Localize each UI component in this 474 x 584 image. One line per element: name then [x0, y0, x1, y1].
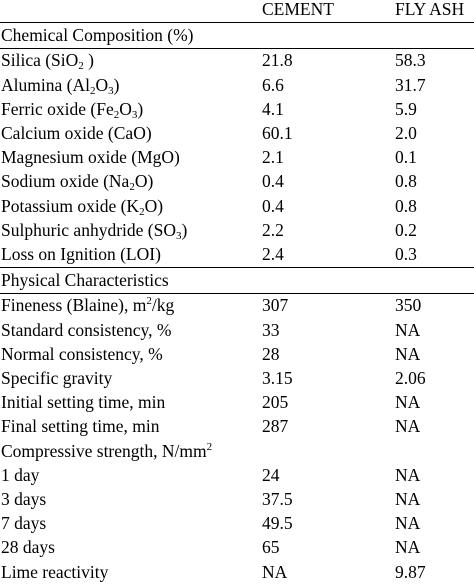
cement-value: 21.8: [262, 50, 293, 71]
row-label: Compressive strength, N/mm2: [1, 440, 213, 461]
flyash-value: 2.06: [395, 368, 426, 388]
flyash-value: NA: [395, 464, 421, 485]
cement-value: 2.2: [262, 219, 284, 240]
flyash-value: 0.8: [395, 171, 417, 192]
table-row: 1 day 24 NA: [0, 463, 474, 487]
table-row: Lime reactivity NA 9.87: [0, 560, 474, 584]
table-row: 7 days 49.5 NA: [0, 511, 474, 535]
flyash-value: NA: [395, 319, 421, 340]
table-row: Normal consistency, % 28 NA: [0, 342, 474, 366]
flyash-value: 0.8: [395, 195, 417, 216]
row-label: 7 days: [1, 513, 47, 534]
cement-value: 6.6: [262, 74, 284, 95]
cement-value: 3.15: [262, 368, 293, 388]
table-row: Standard consistency, % 33 NA: [0, 318, 474, 342]
section-title-row: Physical Characteristics: [0, 268, 474, 292]
flyash-value: 5.9: [395, 98, 417, 119]
row-label: Calcium oxide (CaO): [1, 123, 152, 143]
table-row: Calcium oxide (CaO) 60.1 2.0: [0, 121, 474, 145]
row-label: 1 day: [1, 464, 40, 485]
flyash-value: NA: [395, 537, 421, 558]
table-row: Ferric oxide (Fe2O3) 4.1 5.9: [0, 97, 474, 121]
row-label: Silica (SiO2 ): [1, 50, 94, 73]
table-row: Magnesium oxide (MgO) 2.1 0.1: [0, 145, 474, 169]
flyash-value: NA: [395, 343, 421, 364]
row-label: Initial setting time, min: [1, 392, 166, 413]
flyash-value: 9.87: [395, 561, 426, 582]
table-row: Sulphuric anhydride (SO3) 2.2 0.2: [0, 218, 474, 242]
section-rule: [0, 267, 474, 269]
table-row: Potassium oxide (K2O) 0.4 0.8: [0, 194, 474, 218]
table-row: Alumina (Al2O3) 6.6 31.7: [0, 73, 474, 97]
cement-value: 0.4: [262, 195, 284, 216]
cement-value: 28: [262, 343, 280, 364]
flyash-value: NA: [395, 392, 421, 413]
table-row: Loss on Ignition (LOI) 2.4 0.3: [0, 242, 474, 266]
section-title: Physical Characteristics: [1, 270, 169, 291]
cement-value: 24: [262, 464, 280, 485]
row-label: 28 days: [1, 537, 55, 558]
table-row: 28 days 65 NA: [0, 535, 474, 559]
section-rule: [0, 48, 474, 50]
flyash-value: 31.7: [395, 74, 426, 95]
cement-value: 2.4: [262, 244, 284, 264]
cement-value: NA: [262, 561, 288, 582]
row-label: Specific gravity: [1, 368, 113, 388]
table-row: Fineness (Blaine), m2/kg 307 350: [0, 293, 474, 317]
table-row: Initial setting time, min 205 NA: [0, 390, 474, 414]
cement-value: 37.5: [262, 489, 293, 509]
row-label: Potassium oxide (K2O): [1, 195, 164, 218]
row-label: Magnesium oxide (MgO): [1, 147, 180, 168]
flyash-value: NA: [395, 416, 421, 437]
header-row: CEMENT FLY ASH: [0, 0, 474, 21]
table-row: 3 days 37.5 NA: [0, 487, 474, 511]
cement-value: 287: [262, 416, 289, 437]
row-label: Sodium oxide (Na2O): [1, 171, 154, 194]
table-row: Final setting time, min 287 NA: [0, 414, 474, 438]
row-label: Fineness (Blaine), m2/kg: [1, 295, 175, 316]
flyash-value: 0.1: [395, 147, 417, 168]
row-label: Alumina (Al2O3): [1, 74, 120, 97]
row-label: Ferric oxide (Fe2O3): [1, 98, 144, 121]
flyash-value: 58.3: [395, 50, 426, 71]
flyash-value: 0.2: [395, 219, 417, 240]
row-label: 3 days: [1, 489, 47, 509]
flyash-value: NA: [395, 513, 421, 534]
flyash-value: 0.3: [395, 244, 417, 264]
row-label: Sulphuric anhydride (SO3): [1, 219, 188, 242]
row-label: Final setting time, min: [1, 416, 160, 437]
cement-value: 205: [262, 392, 289, 413]
row-label: Loss on Ignition (LOI): [1, 244, 161, 264]
row-label: Standard consistency, %: [1, 319, 172, 340]
table-row: Silica (SiO2 ) 21.8 58.3: [0, 48, 474, 72]
flyash-value: NA: [395, 489, 421, 509]
table-row: Sodium oxide (Na2O) 0.4 0.8: [0, 169, 474, 193]
cement-value: 60.1: [262, 123, 293, 143]
flyash-value: 2.0: [395, 123, 417, 143]
header-flyash: FLY ASH: [395, 0, 465, 19]
header-cement: CEMENT: [262, 0, 334, 19]
section-rule: [0, 22, 474, 24]
cement-value: 2.1: [262, 147, 284, 168]
section-rule: [0, 293, 474, 295]
cement-value: 49.5: [262, 513, 293, 534]
cement-value: 4.1: [262, 98, 284, 119]
section-title-row: Chemical Composition (%): [0, 23, 474, 47]
flyash-value: 350: [395, 295, 422, 316]
cement-value: 307: [262, 295, 289, 316]
table-row: Specific gravity 3.15 2.06: [0, 366, 474, 390]
row-label: Normal consistency, %: [1, 343, 163, 364]
cement-value: 33: [262, 319, 280, 340]
row-label: Lime reactivity: [1, 561, 109, 582]
cement-value: 65: [262, 537, 280, 558]
section-title: Chemical Composition (%): [1, 25, 194, 46]
cement-value: 0.4: [262, 171, 284, 192]
table-row: Compressive strength, N/mm2: [0, 439, 474, 463]
